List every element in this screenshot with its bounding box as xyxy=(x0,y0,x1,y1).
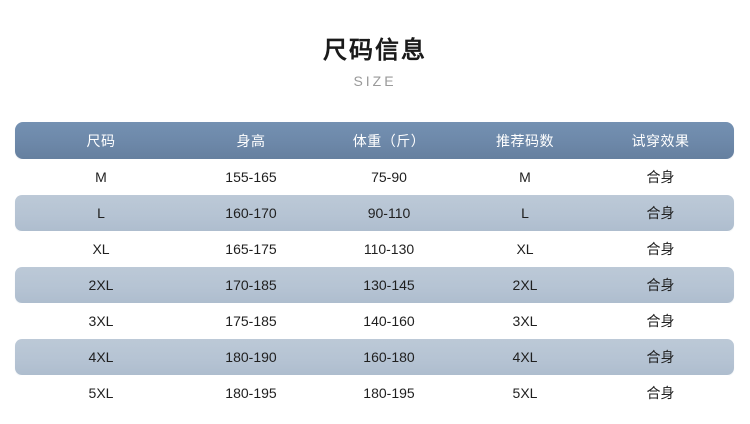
cell-height: 175-185 xyxy=(225,313,277,329)
cell-weight: 130-145 xyxy=(363,277,415,293)
cell-weight: 75-90 xyxy=(371,169,407,185)
cell-recommended: 3XL xyxy=(512,313,538,329)
cell-weight: 160-180 xyxy=(363,349,415,365)
cell-size: 2XL xyxy=(88,277,114,293)
cell-weight: 110-130 xyxy=(363,241,415,257)
table-row: 4XL 180-190 160-180 4XL 合身 xyxy=(15,339,734,375)
cell-weight: 180-195 xyxy=(363,385,415,401)
column-header-weight: 体重（斤） xyxy=(352,132,426,149)
table-row: M 155-165 75-90 M 合身 xyxy=(15,159,734,195)
cell-size: L xyxy=(97,205,105,221)
cell-height: 165-175 xyxy=(225,241,277,257)
column-header-fit: 试穿效果 xyxy=(631,132,690,149)
table-header-row: 尺码 身高 体重（斤） 推荐码数 试穿效果 xyxy=(15,122,734,159)
cell-height: 180-195 xyxy=(225,385,277,401)
cell-size: 4XL xyxy=(88,349,114,365)
table-row: L 160-170 90-110 L 合身 xyxy=(15,195,734,231)
column-header-height: 身高 xyxy=(236,132,266,149)
cell-fit: 合身 xyxy=(646,205,675,221)
cell-recommended: XL xyxy=(516,241,534,257)
cell-height: 160-170 xyxy=(225,205,277,221)
cell-size: M xyxy=(95,169,107,185)
cell-fit: 合身 xyxy=(646,277,675,293)
page-title: 尺码信息 xyxy=(323,37,427,64)
table-row: 5XL 180-195 180-195 5XL 合身 xyxy=(15,375,734,411)
heading-block: 尺码信息 SIZE xyxy=(0,0,750,89)
size-chart-table: 尺码 身高 体重（斤） 推荐码数 试穿效果 M 155-165 75-90 M … xyxy=(15,122,734,411)
cell-height: 155-165 xyxy=(225,169,277,185)
cell-fit: 合身 xyxy=(646,385,675,401)
cell-recommended: 5XL xyxy=(512,385,538,401)
table-row: XL 165-175 110-130 XL 合身 xyxy=(15,231,734,267)
cell-size: 5XL xyxy=(88,385,114,401)
cell-height: 170-185 xyxy=(225,277,277,293)
column-header-recommended: 推荐码数 xyxy=(496,132,554,149)
page-subtitle: SIZE xyxy=(353,73,397,89)
cell-recommended: L xyxy=(521,205,529,221)
cell-recommended: 4XL xyxy=(512,349,538,365)
cell-recommended: 2XL xyxy=(512,277,538,293)
column-header-size: 尺码 xyxy=(86,132,116,149)
cell-recommended: M xyxy=(519,169,531,185)
cell-fit: 合身 xyxy=(646,169,675,185)
table-row: 3XL 175-185 140-160 3XL 合身 xyxy=(15,303,734,339)
cell-fit: 合身 xyxy=(646,241,675,257)
cell-weight: 140-160 xyxy=(363,313,415,329)
table-row: 2XL 170-185 130-145 2XL 合身 xyxy=(15,267,734,303)
cell-fit: 合身 xyxy=(646,349,675,365)
cell-fit: 合身 xyxy=(646,313,675,329)
cell-size: 3XL xyxy=(88,313,114,329)
cell-weight: 90-110 xyxy=(367,205,411,221)
cell-height: 180-190 xyxy=(225,349,277,365)
cell-size: XL xyxy=(92,241,110,257)
